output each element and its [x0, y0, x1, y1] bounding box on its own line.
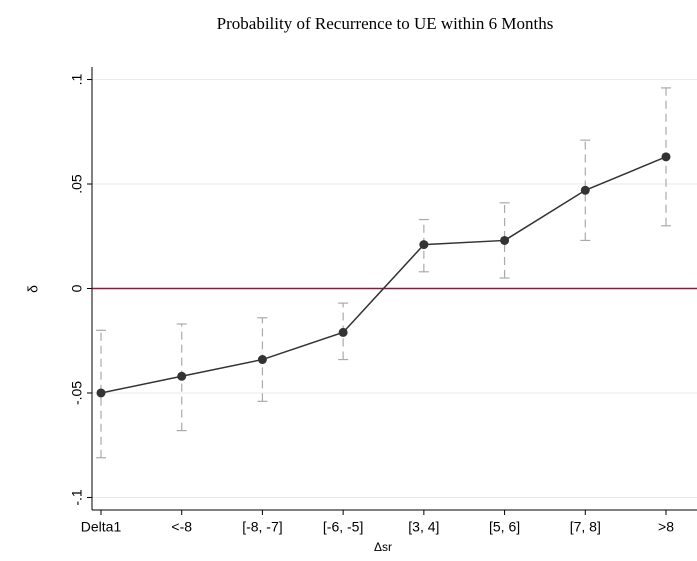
point [96, 388, 106, 398]
series-line [100, 156, 667, 394]
x-tick-label: Delta1 [81, 519, 122, 535]
y-tick-label: -.05 [69, 381, 85, 405]
y-tick-label: 0 [69, 284, 85, 292]
x-tick-label: [-6, -5] [323, 519, 363, 535]
x-tick-label: [5, 6] [489, 519, 520, 535]
x-tick-label: <-8 [171, 519, 192, 535]
x-tick-label: [7, 8] [570, 519, 601, 535]
y-tick-label: .1 [69, 73, 85, 85]
x-tick-label: >8 [658, 519, 674, 535]
point [661, 152, 671, 162]
point [500, 235, 510, 245]
point [257, 355, 267, 365]
point [419, 240, 429, 250]
x-tick-label: [-8, -7] [242, 519, 282, 535]
y-tick-label: -.1 [69, 489, 85, 506]
point [580, 185, 590, 195]
point [338, 327, 348, 337]
y-tick-label: .05 [69, 174, 85, 194]
point [177, 371, 187, 381]
y-axis-label: δ [25, 285, 41, 293]
chart-title: Probability of Recurrence to UE within 6… [217, 14, 554, 33]
x-tick-label: [3, 4] [408, 519, 439, 535]
x-axis-label: Δsr [374, 540, 392, 554]
